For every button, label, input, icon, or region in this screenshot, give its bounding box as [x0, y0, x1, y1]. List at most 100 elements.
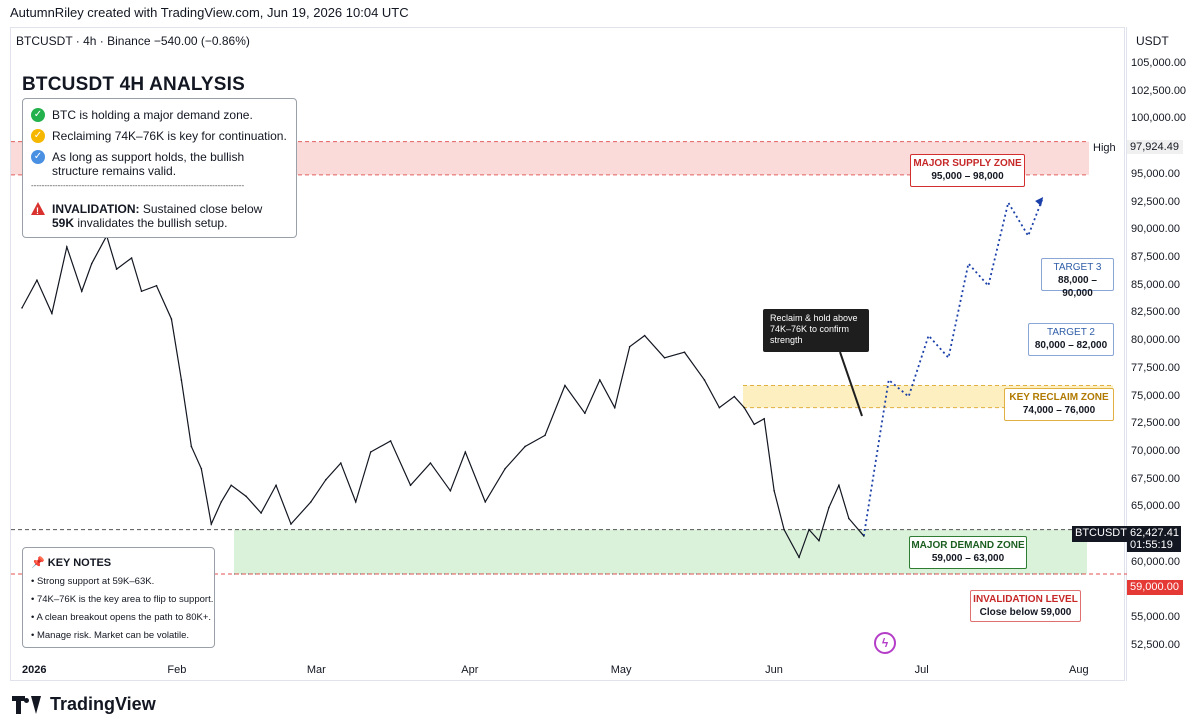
time-axis-tick: 2026: [22, 664, 47, 676]
price-axis-tick: 105,000.00: [1131, 57, 1187, 69]
check-icon: ✓: [31, 150, 45, 164]
flash-icon[interactable]: ϟ: [874, 632, 896, 654]
price-axis-tick: 102,500.00: [1131, 84, 1187, 97]
price-axis-tick: 85,000.00: [1131, 278, 1180, 291]
price-point: [51, 312, 53, 315]
price-axis-tick: 95,000.00: [1131, 167, 1180, 180]
price-point: [504, 467, 506, 470]
time-axis-tick: Apr: [461, 664, 479, 676]
price-point: [310, 501, 312, 503]
price-point: [210, 523, 213, 525]
price-axis-tick: 65,000.00: [1131, 500, 1180, 513]
point-2-text: Reclaiming 74K–76K is key for continuati…: [52, 129, 287, 143]
price-axis-tick: 75,000.00: [1131, 389, 1180, 402]
price-point: [773, 490, 775, 492]
price-series-line: [21, 234, 865, 559]
price-axis-tick: 100,000.00: [1131, 112, 1187, 125]
price-point: [325, 478, 327, 481]
point-1: ✓ BTC is holding a major demand zone.: [31, 108, 253, 122]
warning-icon: !: [31, 202, 45, 216]
high-value-tag: 97,924.49: [1127, 140, 1183, 154]
price-point: [200, 467, 203, 470]
price-point: [230, 484, 233, 487]
price-point: [524, 445, 526, 448]
price-point: [733, 395, 736, 398]
price-axis-tick: 82,500.00: [1131, 306, 1180, 319]
separator: ----------------------------------------…: [31, 181, 245, 190]
price-axis-tick: 87,500.00: [1131, 251, 1180, 263]
point-3-text: As long as support holds, the bullish str…: [52, 150, 245, 178]
target-2-label: TARGET 2 80,000 – 82,000: [1028, 323, 1114, 356]
price-point: [180, 379, 183, 381]
price-axis-tick: 72,500.00: [1131, 417, 1180, 430]
time-axis-tick: Feb: [167, 664, 187, 676]
tradingview-logo[interactable]: TradingView: [12, 694, 156, 715]
price-point: [613, 406, 616, 409]
reclaim-callout: Reclaim & hold above 74K–76K to confirm …: [763, 309, 869, 352]
price-point: [628, 345, 631, 348]
price-point: [409, 484, 412, 487]
price-point: [783, 528, 785, 531]
price-point: [863, 535, 865, 537]
price-point: [599, 379, 601, 381]
price-point: [140, 290, 143, 293]
time-axis-tick: Jul: [914, 664, 929, 676]
currency-label[interactable]: USDT: [1136, 34, 1169, 48]
price-point: [290, 523, 292, 525]
price-axis-tick: 77,500.00: [1131, 361, 1180, 374]
price-point: [564, 384, 566, 387]
supply-zone-label: MAJOR SUPPLY ZONE 95,000 – 98,000: [910, 154, 1025, 187]
price-point: [36, 279, 38, 281]
tradingview-wordmark: TradingView: [50, 694, 156, 714]
key-note-item: • 74K–76K is the key area to flip to sup…: [31, 594, 214, 605]
price-point: [703, 379, 706, 381]
price-point: [170, 318, 173, 320]
price-point: [449, 490, 452, 492]
price-point: [155, 284, 158, 287]
price-axis-separator: [1126, 27, 1127, 681]
price-point: [818, 539, 820, 542]
point-2: ✓ Reclaiming 74K–76K is key for continua…: [31, 129, 287, 143]
check-icon: ✓: [31, 108, 45, 122]
price-point: [190, 445, 193, 448]
price-point: [838, 484, 840, 487]
price-point: [464, 451, 467, 453]
reclaim-zone-label: KEY RECLAIM ZONE 74,000 – 76,000: [1004, 388, 1114, 421]
price-points: [21, 235, 865, 559]
check-icon: ✓: [31, 129, 45, 143]
price-point: [763, 417, 765, 420]
key-note-item: • A clean breakout opens the path to 80K…: [31, 612, 212, 623]
price-point: [798, 556, 800, 559]
symbol-info-line[interactable]: BTCUSDT · 4h · Binance −540.00 (−0.86%): [16, 34, 250, 48]
price-point: [260, 512, 262, 514]
key-notes-title: 📌 KEY NOTES: [31, 557, 112, 569]
price-point: [828, 506, 830, 509]
key-notes-box: 📌 KEY NOTES • Strong support at 59K–63K.…: [22, 547, 215, 648]
callout-pointer: [839, 351, 863, 417]
price-point: [130, 257, 133, 259]
analysis-box: ✓ BTC is holding a major demand zone. ✓ …: [22, 98, 297, 238]
price-point: [245, 495, 247, 498]
price-point: [21, 307, 23, 309]
price-point: [80, 290, 83, 293]
price-point: [808, 528, 810, 531]
price-point: [354, 501, 357, 503]
price-axis-tick: 92,500.00: [1131, 195, 1180, 208]
price-point: [743, 406, 746, 409]
price-point: [429, 462, 432, 464]
key-note-item: • Strong support at 59K–63K.: [31, 576, 155, 587]
key-note-item: • Manage risk. Market can be volatile.: [31, 630, 190, 641]
price-axis-tick: 52,500.00: [1131, 639, 1180, 651]
price-axis-tick: 60,000.00: [1131, 555, 1180, 568]
price-point: [115, 268, 118, 270]
analysis-title: BTCUSDT 4H ANALYSIS: [22, 74, 246, 95]
price-point: [275, 484, 277, 487]
point-1-text: BTC is holding a major demand zone.: [52, 108, 253, 122]
attribution-line: AutumnRiley created with TradingView.com…: [10, 5, 409, 20]
price-axis-tick: 90,000.00: [1131, 223, 1180, 236]
time-axis-tick: May: [610, 664, 632, 676]
invalidation-price-tag: 59,000.00: [1127, 580, 1183, 595]
price-point: [66, 246, 68, 248]
price-point: [369, 451, 372, 453]
projection-line: [862, 196, 1044, 537]
